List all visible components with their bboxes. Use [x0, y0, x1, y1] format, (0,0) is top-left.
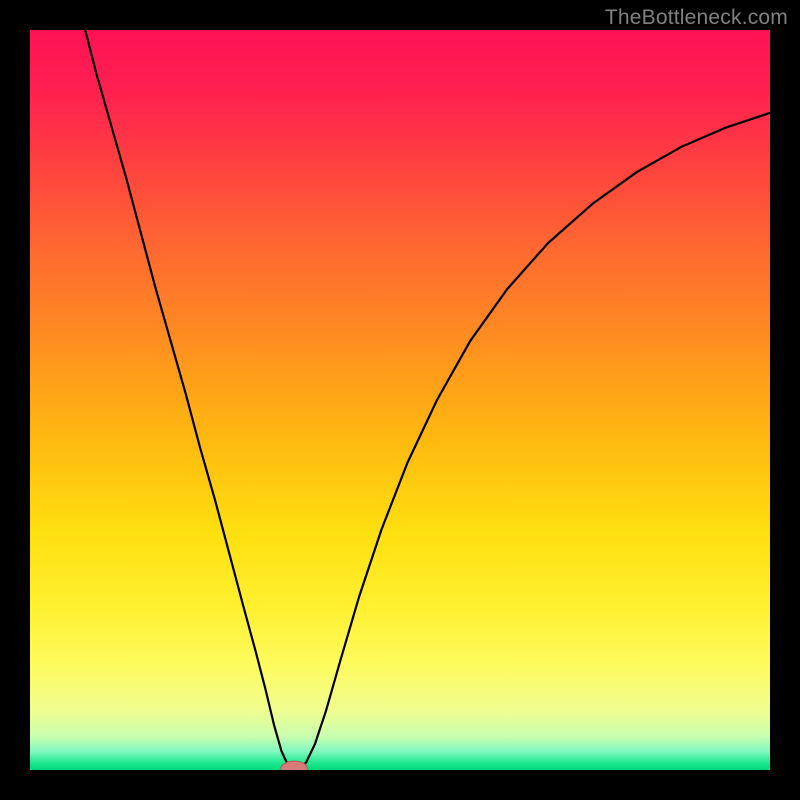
- chart-frame: TheBottleneck.com: [0, 0, 800, 800]
- bottleneck-curve-chart: [0, 0, 800, 800]
- gradient-background: [30, 30, 770, 770]
- watermark-text: TheBottleneck.com: [605, 6, 788, 30]
